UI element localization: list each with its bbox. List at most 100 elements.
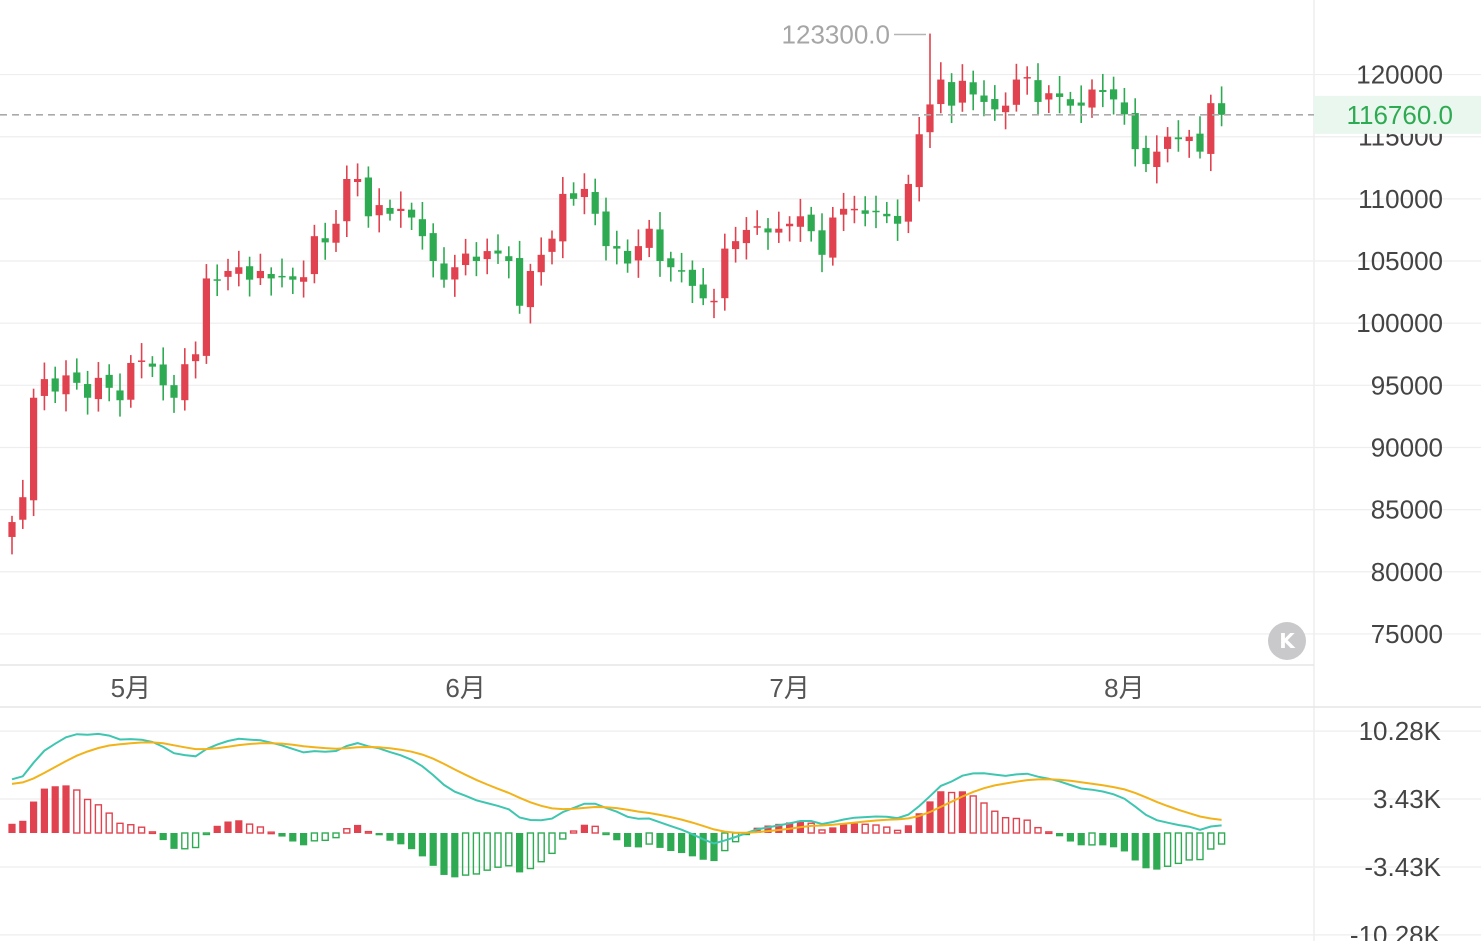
- macd-bar: [775, 823, 783, 833]
- candle-body: [8, 522, 16, 537]
- candle-body: [300, 277, 308, 282]
- candle-body: [105, 374, 113, 388]
- candle-body: [613, 246, 621, 249]
- macd-bar: [559, 832, 567, 840]
- macd-bar: [451, 833, 459, 878]
- candle-body: [51, 378, 59, 392]
- price-grid: [0, 73, 1481, 635]
- macd-bar: [213, 825, 221, 833]
- candle-body: [1153, 151, 1161, 168]
- macd-tick-label: -10.28K: [1350, 920, 1442, 941]
- price-tick-label: 85000: [1371, 495, 1443, 525]
- candle-body: [904, 183, 912, 222]
- macd-bar: [602, 832, 610, 836]
- kline-toggle-icon[interactable]: K: [1268, 622, 1306, 660]
- macd-bar: [300, 833, 308, 846]
- candle-body: [289, 276, 297, 280]
- macd-bar: [883, 826, 891, 834]
- macd-bar: [73, 789, 81, 834]
- macd-bar: [915, 813, 923, 833]
- candle-body: [829, 217, 837, 258]
- macd-bar: [1120, 833, 1128, 852]
- macd-bar: [645, 832, 653, 845]
- macd-bar: [634, 833, 642, 848]
- macd-bar: [116, 822, 124, 834]
- candle-body: [1120, 102, 1128, 115]
- candle-body: [1185, 136, 1193, 142]
- macd-bar: [1001, 816, 1010, 834]
- macd-bar: [904, 825, 912, 833]
- candle-body: [764, 228, 772, 233]
- macd-bar: [83, 798, 92, 834]
- candle-body: [1110, 89, 1118, 100]
- macd-bar: [181, 832, 189, 850]
- candle-body: [386, 207, 394, 214]
- macd-bar: [364, 830, 373, 834]
- macd-bar: [354, 824, 362, 833]
- candle-body: [645, 228, 653, 248]
- candle-body: [624, 250, 632, 264]
- macd-bar: [840, 824, 848, 833]
- candle-body: [1034, 80, 1042, 102]
- macd-bar: [937, 791, 945, 833]
- candle-body: [148, 363, 156, 367]
- candle-body: [418, 219, 426, 237]
- candle-body: [246, 266, 254, 280]
- macd-bar: [958, 791, 966, 833]
- candle-body: [19, 497, 27, 520]
- candle-body: [354, 178, 362, 183]
- macd-bar: [537, 832, 545, 863]
- macd-bar: [137, 826, 146, 834]
- candle-body: [1142, 147, 1150, 165]
- candle-body: [580, 188, 588, 198]
- candle-body: [958, 80, 966, 103]
- month-label: 7月: [769, 673, 809, 703]
- candle-body: [267, 274, 275, 279]
- candle-body: [742, 229, 750, 244]
- macd-bar: [8, 823, 16, 833]
- candle-body: [505, 256, 513, 262]
- candle-body: [678, 270, 686, 272]
- date-axis: 5月 6月 7月 8月: [111, 673, 1145, 703]
- macd-bar: [472, 832, 481, 875]
- macd-bar: [893, 829, 902, 834]
- candle-body: [602, 211, 610, 247]
- macd-bar: [159, 833, 167, 841]
- candle-body: [991, 99, 999, 110]
- peak-price-label: 123300.0: [782, 20, 890, 50]
- candle-body: [526, 270, 534, 308]
- macd-bar: [1077, 833, 1085, 846]
- candle-body: [202, 278, 210, 356]
- macd-bar: [440, 833, 448, 875]
- price-tick-label: 120000: [1356, 60, 1443, 90]
- candle-body: [364, 177, 372, 217]
- candle-body: [1174, 137, 1182, 140]
- candle-body: [94, 377, 102, 400]
- candle-body: [1012, 79, 1020, 105]
- candle-body: [256, 270, 264, 279]
- macd-bar: [613, 833, 621, 841]
- macd-bar: [278, 833, 286, 837]
- candle-body: [1218, 103, 1226, 115]
- macd-tick-label: 3.43K: [1373, 784, 1442, 814]
- macd-bar: [19, 820, 27, 833]
- candle-body: [872, 210, 880, 213]
- candle-body: [62, 375, 70, 395]
- macd-axis: 10.28K 3.43K -3.43K -10.28K: [1350, 716, 1442, 941]
- candle-body: [73, 372, 81, 383]
- macd-bar: [1131, 833, 1139, 861]
- candle-body: [937, 79, 945, 105]
- candle-body: [1088, 89, 1096, 108]
- price-tick-label: 95000: [1371, 370, 1443, 400]
- candle-body: [116, 390, 124, 401]
- macd-bar: [386, 833, 394, 841]
- macd-bar: [1196, 832, 1204, 861]
- macd-bar: [170, 833, 178, 849]
- candle-body: [861, 210, 869, 214]
- candle-body: [181, 364, 189, 401]
- candle-body: [451, 267, 459, 280]
- macd-bar: [850, 823, 858, 833]
- candle-body: [818, 230, 826, 255]
- macd-bar: [1174, 832, 1183, 865]
- macd-bar: [105, 812, 113, 834]
